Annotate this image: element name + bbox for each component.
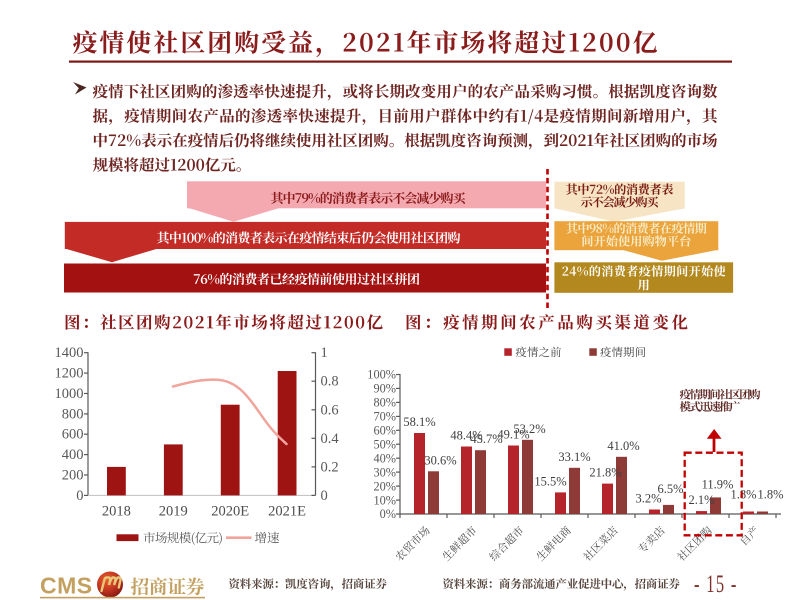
svg-text:0.6: 0.6 (321, 402, 339, 418)
svg-text:200: 200 (62, 468, 84, 484)
svg-text:3.2%: 3.2% (635, 492, 661, 506)
svg-text:0.2: 0.2 (321, 459, 339, 475)
svg-text:1400: 1400 (55, 345, 84, 361)
svg-text:0: 0 (76, 488, 83, 504)
svg-text:CMS: CMS (40, 573, 93, 599)
svg-text:53.2%: 53.2% (513, 422, 545, 436)
svg-text:41.0%: 41.0% (607, 439, 639, 453)
svg-text:58.1%: 58.1% (403, 415, 435, 429)
svg-text:90%: 90% (373, 382, 396, 396)
svg-text:33.1%: 33.1% (558, 450, 590, 464)
svg-text:40%: 40% (373, 451, 396, 465)
svg-text:21.8%: 21.8% (589, 466, 621, 480)
svg-text:30%: 30% (373, 465, 396, 479)
svg-text:70%: 70% (373, 410, 396, 424)
svg-text:400: 400 (62, 447, 84, 463)
svg-text:2020E: 2020E (211, 504, 249, 520)
svg-text:1.8%: 1.8% (730, 487, 756, 501)
svg-text:80%: 80% (373, 396, 396, 410)
svg-text:0: 0 (321, 488, 328, 504)
svg-text:30.6%: 30.6% (424, 453, 456, 467)
svg-text:50%: 50% (373, 437, 396, 451)
svg-text:0.8: 0.8 (321, 374, 339, 390)
svg-text:1: 1 (321, 345, 328, 361)
svg-text:60%: 60% (373, 424, 396, 438)
svg-text:2018: 2018 (102, 504, 131, 520)
svg-text:1000: 1000 (55, 386, 84, 402)
svg-text:6.5%: 6.5% (657, 482, 683, 496)
svg-text:600: 600 (62, 427, 84, 443)
svg-text:800: 800 (62, 406, 84, 422)
svg-text:1.8%: 1.8% (757, 487, 783, 501)
svg-text:- 15 -: - 15 - (694, 570, 738, 598)
svg-text:48.4%: 48.4% (450, 428, 482, 442)
svg-text:20%: 20% (373, 479, 396, 493)
svg-text:2021E: 2021E (268, 504, 306, 520)
svg-text:11.9%: 11.9% (702, 477, 734, 491)
svg-text:0.4: 0.4 (321, 431, 340, 447)
svg-text:10%: 10% (373, 493, 396, 507)
svg-text:15.5%: 15.5% (534, 474, 566, 488)
svg-text:100%: 100% (367, 368, 396, 382)
svg-text:1200: 1200 (55, 366, 84, 382)
svg-text:2.1%: 2.1% (688, 493, 714, 507)
svg-text:2019: 2019 (159, 504, 188, 520)
svg-text:0%: 0% (380, 507, 396, 521)
svg-text:45.7%: 45.7% (470, 432, 502, 446)
svg-text:49.1%: 49.1% (497, 428, 529, 442)
